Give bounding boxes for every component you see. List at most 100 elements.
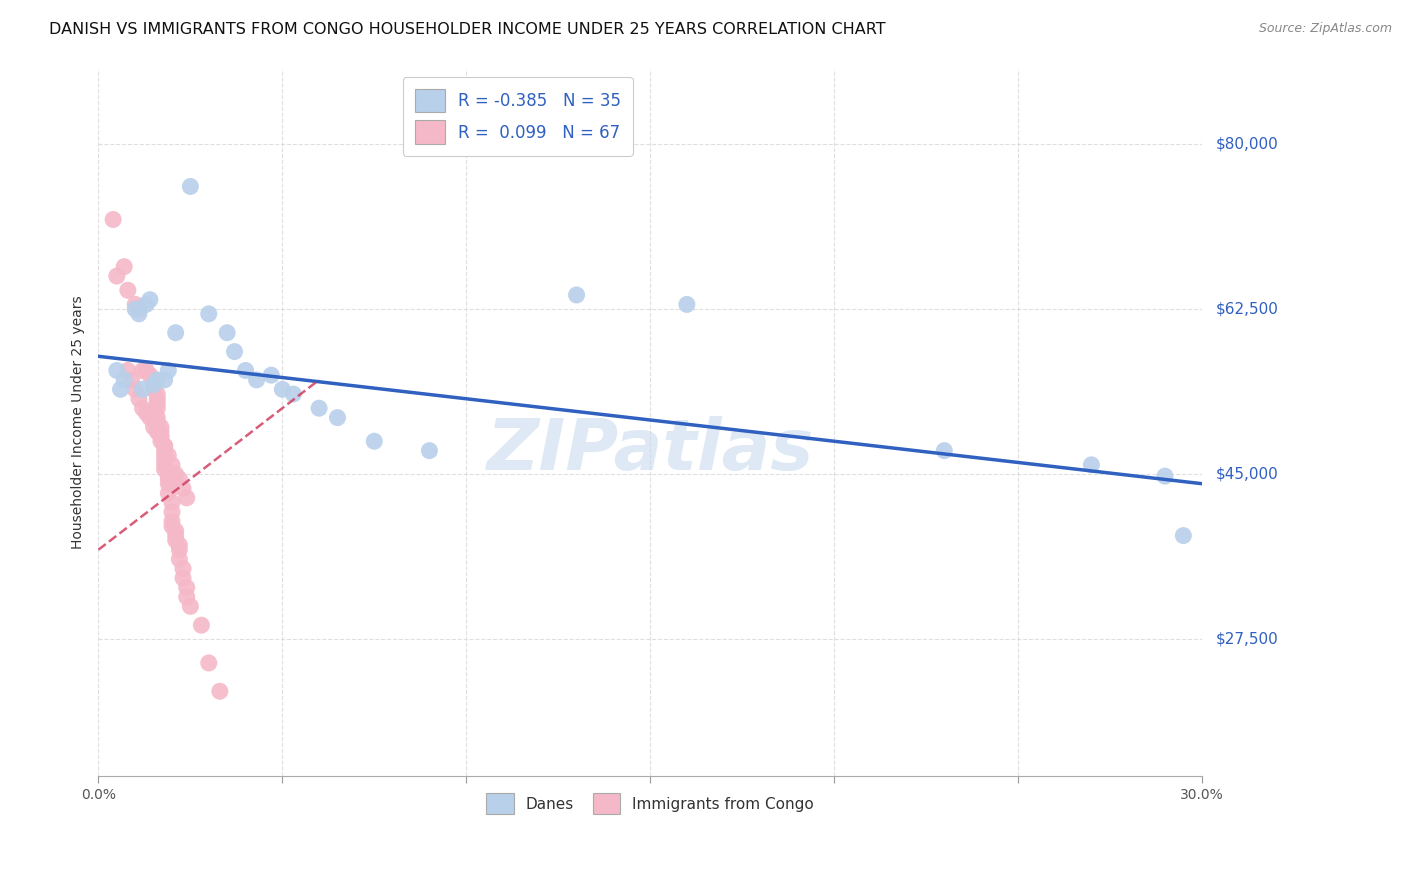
Point	[112, 260, 135, 274]
Point	[363, 434, 385, 449]
Point	[172, 571, 194, 585]
Point	[224, 344, 246, 359]
Point	[1080, 458, 1102, 472]
Text: $45,000: $45,000	[1216, 467, 1278, 482]
Point	[149, 429, 172, 443]
Text: $80,000: $80,000	[1216, 136, 1278, 152]
Point	[169, 472, 191, 486]
Y-axis label: Householder Income Under 25 years: Householder Income Under 25 years	[72, 295, 86, 549]
Point	[142, 382, 165, 396]
Point	[131, 401, 153, 416]
Point	[165, 533, 187, 548]
Point	[149, 434, 172, 449]
Point	[245, 373, 267, 387]
Point	[135, 406, 157, 420]
Point	[142, 377, 165, 392]
Point	[157, 476, 180, 491]
Point	[131, 382, 153, 396]
Point	[112, 373, 135, 387]
Point	[157, 486, 180, 500]
Point	[157, 472, 180, 486]
Point	[105, 269, 128, 284]
Point	[176, 491, 198, 505]
Point	[153, 453, 176, 467]
Text: ZIPatlas: ZIPatlas	[486, 417, 814, 485]
Point	[146, 396, 169, 410]
Point	[146, 425, 169, 439]
Point	[117, 283, 139, 297]
Point	[153, 443, 176, 458]
Point	[146, 392, 169, 406]
Text: Source: ZipAtlas.com: Source: ZipAtlas.com	[1258, 22, 1392, 36]
Point	[110, 382, 132, 396]
Point	[934, 443, 956, 458]
Point	[153, 373, 176, 387]
Point	[117, 363, 139, 377]
Point	[142, 377, 165, 392]
Point	[418, 443, 440, 458]
Point	[139, 293, 162, 307]
Text: DANISH VS IMMIGRANTS FROM CONGO HOUSEHOLDER INCOME UNDER 25 YEARS CORRELATION CH: DANISH VS IMMIGRANTS FROM CONGO HOUSEHOL…	[49, 22, 886, 37]
Point	[165, 326, 187, 340]
Point	[160, 515, 183, 529]
Point	[676, 297, 699, 311]
Point	[146, 373, 169, 387]
Point	[146, 401, 169, 416]
Point	[153, 449, 176, 463]
Point	[172, 561, 194, 575]
Point	[179, 599, 201, 614]
Point	[165, 467, 187, 482]
Point	[153, 439, 176, 453]
Point	[135, 297, 157, 311]
Point	[101, 212, 124, 227]
Point	[308, 401, 330, 416]
Point	[565, 288, 588, 302]
Point	[326, 410, 349, 425]
Point	[176, 590, 198, 604]
Point	[157, 449, 180, 463]
Point	[169, 542, 191, 557]
Point	[197, 307, 219, 321]
Point	[128, 302, 150, 317]
Point	[160, 505, 183, 519]
Point	[1173, 528, 1195, 542]
Point	[157, 467, 180, 482]
Point	[271, 382, 294, 396]
Point	[179, 179, 201, 194]
Point	[149, 429, 172, 443]
Text: $62,500: $62,500	[1216, 301, 1278, 317]
Point	[128, 392, 150, 406]
Point	[1154, 469, 1177, 483]
Point	[128, 307, 150, 321]
Point	[169, 552, 191, 566]
Point	[146, 387, 169, 401]
Point	[124, 302, 146, 317]
Point	[124, 382, 146, 396]
Legend: Danes, Immigrants from Congo: Danes, Immigrants from Congo	[475, 782, 825, 825]
Point	[190, 618, 212, 632]
Point	[157, 363, 180, 377]
Point	[165, 528, 187, 542]
Point	[105, 363, 128, 377]
Text: $27,500: $27,500	[1216, 632, 1278, 647]
Point	[149, 425, 172, 439]
Point	[124, 297, 146, 311]
Point	[142, 373, 165, 387]
Point	[160, 519, 183, 533]
Point	[260, 368, 283, 383]
Point	[169, 538, 191, 552]
Point	[153, 462, 176, 476]
Point	[217, 326, 239, 340]
Point	[121, 373, 143, 387]
Point	[153, 439, 176, 453]
Point	[149, 420, 172, 434]
Point	[283, 387, 305, 401]
Point	[160, 495, 183, 509]
Point	[146, 415, 169, 429]
Point	[146, 410, 169, 425]
Point	[160, 458, 183, 472]
Point	[131, 363, 153, 377]
Point	[135, 363, 157, 377]
Point	[139, 410, 162, 425]
Point	[235, 363, 257, 377]
